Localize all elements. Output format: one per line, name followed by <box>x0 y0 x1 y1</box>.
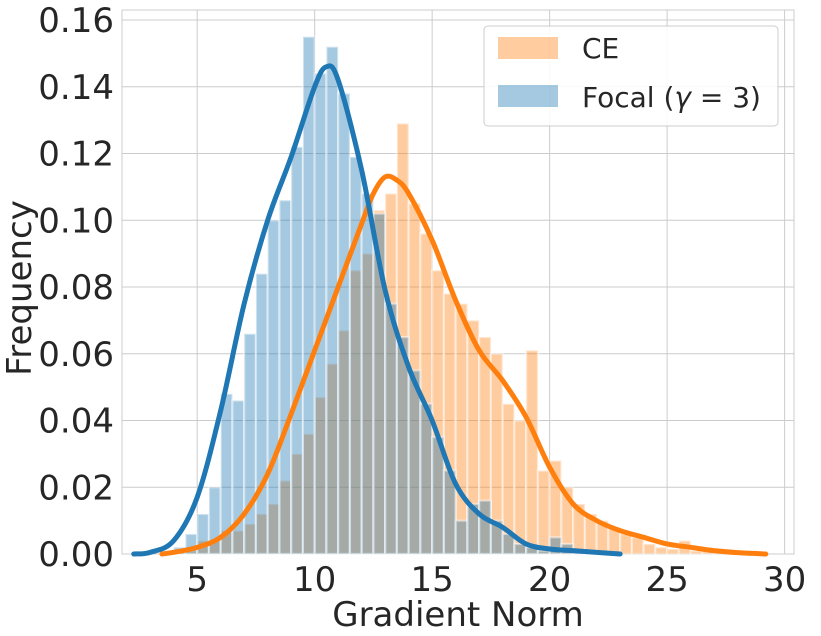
ce-bar <box>466 319 481 556</box>
legend-label-focal: Focal (γ = 3) <box>582 81 761 114</box>
ce-bar <box>478 335 492 556</box>
ce-bar <box>243 522 258 556</box>
ce-bar <box>231 529 246 556</box>
focal-bar <box>196 512 211 556</box>
legend-box <box>483 25 779 127</box>
x-tick-label: 15 <box>411 560 454 600</box>
ce-bar <box>278 479 293 556</box>
focal-bar <box>313 72 328 556</box>
ce-bar <box>654 546 669 556</box>
y-tick-label: 0.04 <box>38 402 114 442</box>
y-tick-label: 0.14 <box>38 68 114 108</box>
legend: CE Focal (γ = 3) <box>483 25 779 127</box>
y-tick-labels: 0.00 0.02 0.04 0.06 0.08 0.10 0.12 0.14 0.16 <box>38 1 114 575</box>
focal-bar <box>243 332 258 556</box>
y-tick-label: 0.08 <box>38 268 114 308</box>
ce-bar <box>536 469 551 556</box>
x-tick-label: 5 <box>186 560 208 600</box>
focal-bar <box>419 402 434 556</box>
x-tick-label: 20 <box>528 560 571 600</box>
ce-kde-line <box>159 173 769 557</box>
ce-bar <box>301 432 316 556</box>
focal-bar <box>301 35 316 556</box>
focal-bar <box>372 212 387 556</box>
ce-bar <box>384 192 399 556</box>
ce-bar <box>630 536 645 556</box>
ce-bar <box>266 502 281 556</box>
focal-bar <box>254 272 269 556</box>
x-tick-labels: 5 10 15 20 25 30 <box>186 560 806 600</box>
focal-bar <box>454 519 469 556</box>
focal-bar <box>548 536 563 556</box>
y-tick-label: 0.02 <box>38 468 114 508</box>
x-tick-label: 25 <box>645 560 688 600</box>
focal-bar <box>266 219 281 556</box>
ce-bar <box>525 349 539 556</box>
focal-bar <box>207 486 222 556</box>
ce-bar <box>431 269 446 556</box>
y-tick-label: 0.00 <box>38 535 114 575</box>
ce-bar <box>442 292 457 556</box>
ce-bar <box>619 532 633 556</box>
y-tick-label: 0.10 <box>38 201 114 241</box>
legend-swatch-ce <box>496 35 560 61</box>
focal-bar <box>278 199 293 556</box>
ce-bar <box>313 396 328 556</box>
ce-bar <box>642 542 657 556</box>
ce-bar <box>290 452 305 556</box>
focal-bar <box>337 92 352 556</box>
ce-bar <box>254 512 269 556</box>
ce-bar <box>548 459 563 556</box>
y-tick-label: 0.06 <box>38 335 114 375</box>
ce-bar <box>325 362 340 556</box>
legend-label-ce: CE <box>582 32 619 65</box>
focal-bar <box>384 302 399 556</box>
ce-bar <box>372 209 387 556</box>
y-tick-label: 0.12 <box>38 135 114 175</box>
ce-bar <box>501 402 516 556</box>
kde-curves <box>131 63 769 557</box>
focal-bar <box>360 192 375 556</box>
x-tick-label: 10 <box>293 560 336 600</box>
ce-bar <box>560 486 575 556</box>
focal-bar <box>478 499 492 556</box>
ce-bar <box>572 502 586 556</box>
x-axis-title: Gradient Norm <box>332 595 584 635</box>
focal-bar <box>348 155 363 556</box>
y-axis-title: Frequency <box>0 200 40 376</box>
ce-bar <box>337 329 352 556</box>
focal-bar <box>407 369 422 556</box>
ce-bar <box>348 269 363 556</box>
focal-bar <box>513 542 528 556</box>
focal-bar <box>184 532 199 556</box>
ce-bar <box>360 252 375 556</box>
ce-bar <box>513 419 528 556</box>
focal-bar <box>290 145 305 556</box>
focal-kde-line <box>131 63 623 557</box>
legend-swatch-focal <box>496 83 560 109</box>
y-tick-label: 0.16 <box>38 1 114 41</box>
focal-bar <box>466 502 481 556</box>
focal-bar <box>231 399 246 556</box>
ce-bar <box>489 352 504 556</box>
x-tick-label: 30 <box>763 560 806 600</box>
ce-bar <box>454 302 469 556</box>
focal-bar <box>489 519 504 556</box>
focal-bar <box>395 335 410 556</box>
ce-bar <box>666 547 680 556</box>
